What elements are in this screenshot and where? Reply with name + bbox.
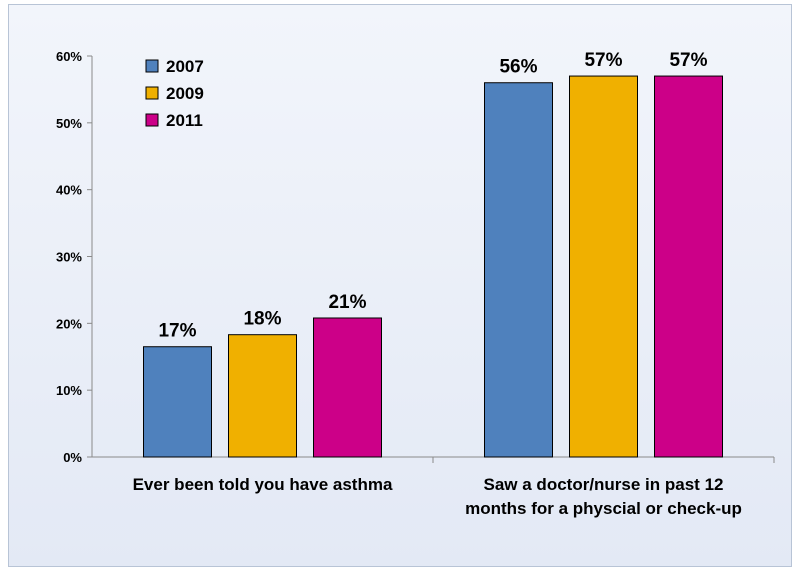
legend-label: 2007 — [166, 57, 204, 76]
category-label: Saw a doctor/nurse in past 12 — [484, 475, 724, 494]
legend-label: 2011 — [166, 111, 203, 130]
y-tick-label: 30% — [56, 250, 82, 265]
data-label: 18% — [243, 309, 281, 330]
legend-swatch-2007 — [145, 59, 159, 73]
y-tick-label: 20% — [56, 316, 82, 331]
data-label: 17% — [158, 321, 196, 342]
data-label: 56% — [499, 57, 537, 78]
bar-2007 — [484, 82, 553, 458]
y-tick-label: 40% — [56, 183, 82, 198]
y-tick-label: 50% — [56, 116, 82, 131]
data-label: 57% — [669, 50, 707, 71]
data-label: 57% — [584, 50, 622, 71]
category-label: months for a physcial or check-up — [465, 499, 742, 518]
bar-2011 — [654, 75, 723, 458]
legend-label: 2009 — [166, 84, 204, 103]
y-tick-label: 10% — [56, 383, 82, 398]
legend-swatch-2009 — [145, 86, 159, 100]
legend-swatch-2011 — [145, 113, 159, 127]
category-label: Ever been told you have asthma — [133, 475, 393, 494]
data-label: 21% — [328, 292, 366, 313]
y-tick-label: 60% — [56, 49, 82, 64]
bar-2007 — [143, 346, 212, 458]
bar-2009 — [569, 75, 638, 458]
bar-2009 — [228, 334, 297, 458]
bar-2011 — [313, 317, 382, 458]
y-tick-label: 0% — [63, 450, 82, 465]
